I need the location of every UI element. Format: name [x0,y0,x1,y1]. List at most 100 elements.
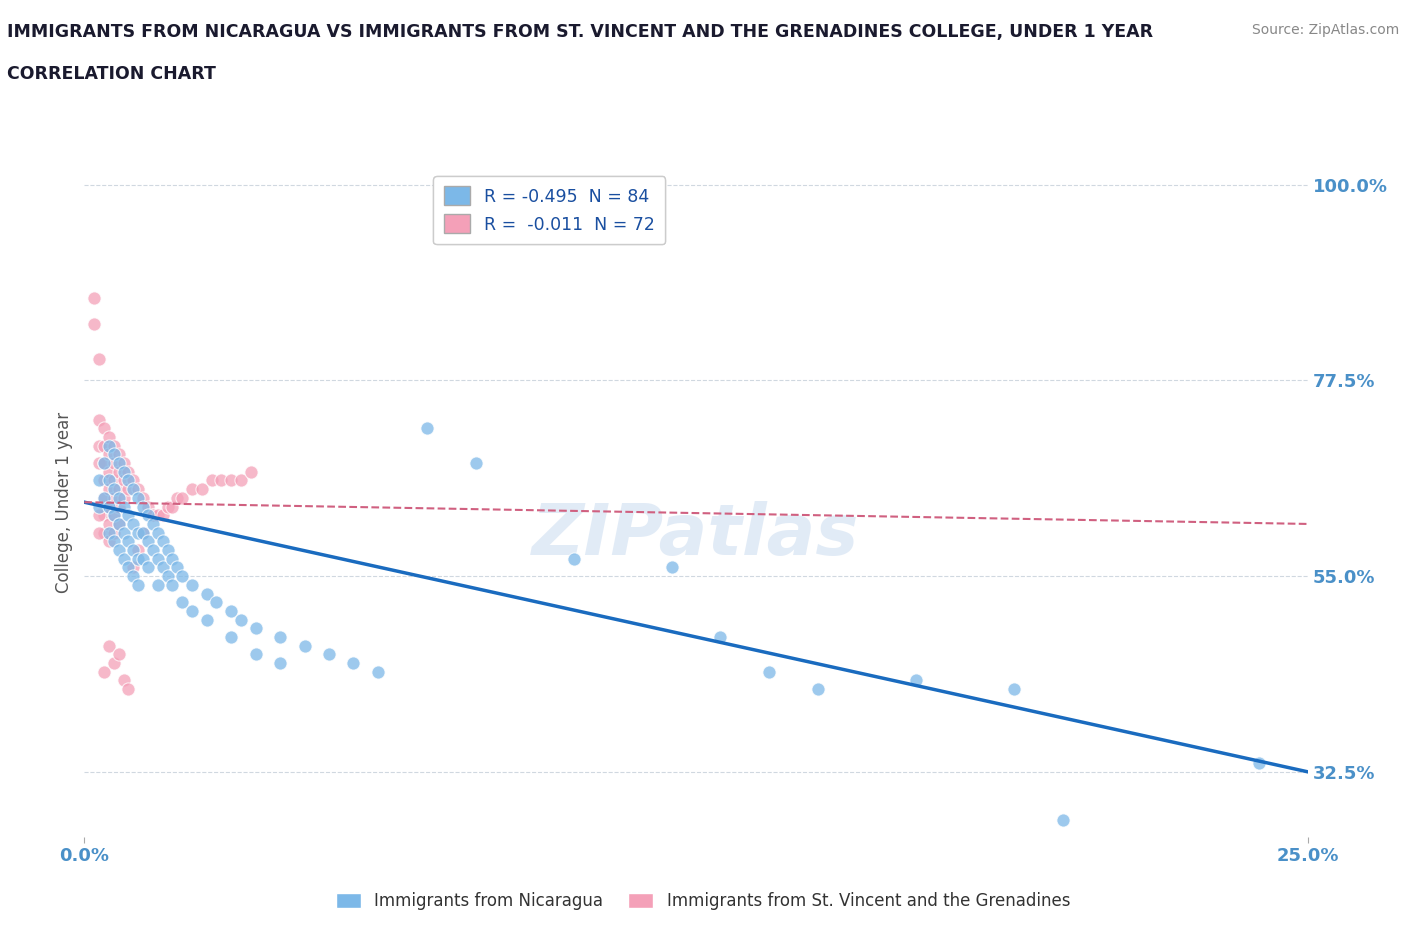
Point [107,499,129,514]
Point [93,508,115,523]
Point [122,568,145,583]
Point [97,447,120,462]
Point [107,464,129,479]
Point [107,516,129,531]
Point [219,630,242,644]
Point [758,664,780,679]
Point [103,438,125,453]
Point [166,560,188,575]
Point [97,499,120,514]
Point [97,516,120,531]
Point [661,560,683,575]
Point [107,482,129,497]
Point [172,490,194,505]
Point [142,516,165,531]
Point [117,473,139,488]
Point [93,525,115,540]
Point [807,682,830,697]
Point [97,438,120,453]
Point [107,490,129,505]
Point [87,456,110,471]
Point [132,499,155,514]
Point [97,473,120,488]
Point [269,656,291,671]
Point [103,473,125,488]
Point [318,647,340,662]
Point [239,464,262,479]
Point [191,482,214,497]
Point [195,586,218,601]
Point [146,508,169,523]
Point [97,499,120,514]
Point [97,430,120,445]
Text: ZIPatlas: ZIPatlas [533,501,859,570]
Point [142,542,165,557]
Point [122,560,145,575]
Point [107,456,129,471]
Point [132,525,155,540]
Point [132,525,155,540]
Point [127,525,149,540]
Point [136,534,159,549]
Point [209,473,232,488]
Point [87,438,110,453]
Point [142,508,165,523]
Point [245,621,267,636]
Point [152,508,174,523]
Point [269,630,291,644]
Point [136,560,159,575]
Point [905,673,928,688]
Point [97,534,120,549]
Text: IMMIGRANTS FROM NICARAGUA VS IMMIGRANTS FROM ST. VINCENT AND THE GRENADINES COLL: IMMIGRANTS FROM NICARAGUA VS IMMIGRANTS … [7,23,1153,41]
Point [107,647,129,662]
Point [181,604,204,618]
Point [205,595,228,610]
Legend: R = -0.495  N = 84, R =  -0.011  N = 72: R = -0.495 N = 84, R = -0.011 N = 72 [433,176,665,245]
Point [162,499,184,514]
Text: Source: ZipAtlas.com: Source: ZipAtlas.com [1251,23,1399,37]
Point [162,578,184,592]
Point [117,534,139,549]
Point [103,447,125,462]
Point [294,638,316,653]
Point [156,542,179,557]
Point [127,551,149,566]
Point [112,551,135,566]
Point [146,578,169,592]
Point [87,508,110,523]
Point [87,499,110,514]
Point [132,490,155,505]
Point [219,473,242,488]
Point [219,604,242,618]
Point [87,352,110,366]
Point [112,525,135,540]
Point [367,664,389,679]
Point [87,473,110,488]
Point [97,638,120,653]
Point [122,482,145,497]
Point [562,551,585,566]
Point [1247,756,1270,771]
Point [103,490,125,505]
Point [156,568,179,583]
Point [166,490,188,505]
Point [103,525,125,540]
Point [172,568,194,583]
Point [416,421,439,436]
Point [152,560,174,575]
Point [1002,682,1025,697]
Point [127,482,149,497]
Point [112,499,135,514]
Point [132,551,155,566]
Point [122,473,145,488]
Point [107,447,129,462]
Point [93,456,115,471]
Point [107,542,129,557]
Point [709,630,731,644]
Point [93,664,115,679]
Point [127,542,149,557]
Point [136,508,159,523]
Point [93,438,115,453]
Point [117,682,139,697]
Point [229,473,252,488]
